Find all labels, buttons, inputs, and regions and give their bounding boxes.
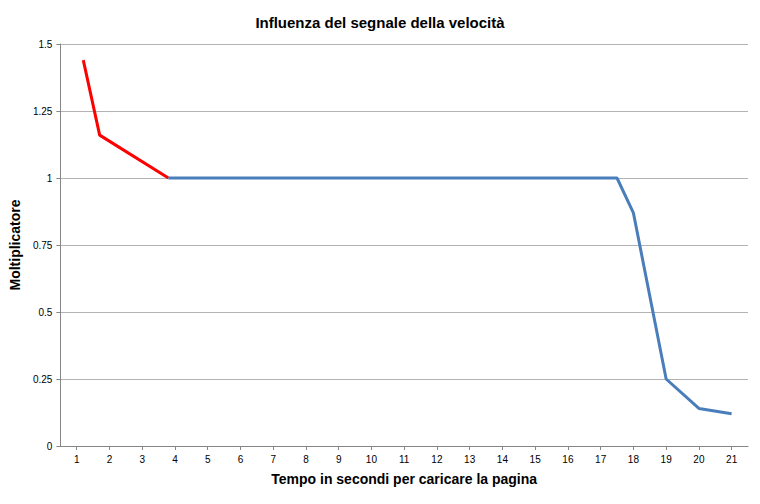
svg-text:5: 5 — [205, 454, 211, 465]
svg-text:0: 0 — [47, 441, 53, 452]
svg-text:9: 9 — [336, 454, 342, 465]
svg-text:0.5: 0.5 — [38, 307, 52, 318]
svg-text:16: 16 — [562, 454, 574, 465]
svg-text:4: 4 — [172, 454, 178, 465]
svg-text:2: 2 — [107, 454, 113, 465]
svg-text:Influenza del segnale della ve: Influenza del segnale della velocità — [255, 14, 505, 31]
svg-text:19: 19 — [661, 454, 673, 465]
svg-text:13: 13 — [464, 454, 476, 465]
svg-text:8: 8 — [303, 454, 309, 465]
svg-text:15: 15 — [530, 454, 542, 465]
svg-text:11: 11 — [399, 454, 410, 465]
svg-text:6: 6 — [238, 454, 244, 465]
svg-text:1.5: 1.5 — [38, 39, 52, 50]
svg-text:0.25: 0.25 — [33, 374, 53, 385]
svg-text:1: 1 — [47, 173, 53, 184]
svg-text:7: 7 — [270, 454, 276, 465]
svg-text:Tempo in secondi per caricare: Tempo in secondi per caricare la pagina — [271, 471, 537, 487]
svg-text:21: 21 — [726, 454, 738, 465]
svg-text:Moltiplicatore: Moltiplicatore — [7, 199, 23, 290]
svg-text:1: 1 — [74, 454, 80, 465]
svg-text:17: 17 — [595, 454, 607, 465]
svg-text:12: 12 — [431, 454, 443, 465]
svg-text:0.75: 0.75 — [33, 240, 53, 251]
svg-text:3: 3 — [139, 454, 145, 465]
svg-text:20: 20 — [693, 454, 705, 465]
svg-text:14: 14 — [497, 454, 509, 465]
svg-text:10: 10 — [366, 454, 378, 465]
svg-text:18: 18 — [628, 454, 640, 465]
svg-text:1.25: 1.25 — [33, 106, 53, 117]
